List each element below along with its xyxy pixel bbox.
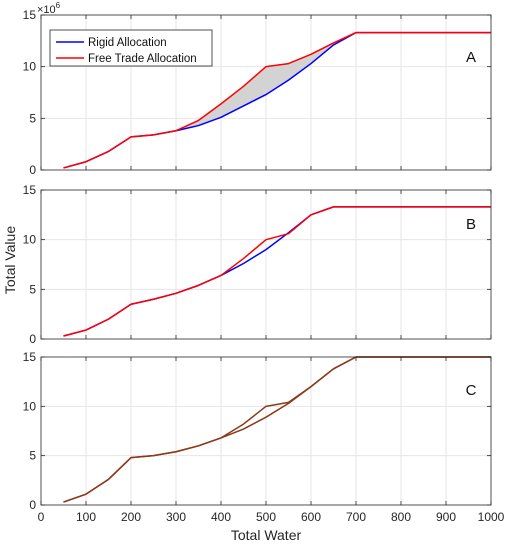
y-tick-label: 5: [29, 282, 36, 296]
legend-box: [49, 29, 213, 67]
legend-label: Free Trade Allocation: [88, 53, 197, 65]
panel-label-a: A: [466, 49, 476, 66]
panel-label-c: C: [466, 382, 477, 399]
panel-c: 0 5 10 15 0 100 200 300 400 500 600 700 800 900 1000 C: [23, 350, 505, 524]
y-tick-label: 0: [29, 163, 36, 177]
x-tick-label: 700: [346, 510, 366, 524]
x-tick-label: 800: [391, 510, 411, 524]
y-tick-label: 15: [23, 350, 37, 364]
x-tick-label: 1000: [478, 510, 505, 524]
y-tick-label: 10: [23, 60, 37, 74]
legend-label: Rigid Allocation: [88, 37, 167, 49]
panel-a: 0 5 10 15 A ×106 Rigid Allocation Free Trade Al…: [23, 1, 492, 177]
x-tick-label: 100: [76, 510, 96, 524]
x-tick-label: 900: [436, 510, 456, 524]
series-line-free-trade: [63, 31, 491, 169]
series-line-free-trade: [63, 206, 491, 337]
y-tick-label: 10: [23, 399, 37, 413]
y-axis-label: Total Value: [2, 226, 18, 294]
x-tick-label: 300: [166, 510, 186, 524]
y-tick-label: 0: [29, 332, 36, 346]
x-axis-label: Total Water: [231, 527, 302, 543]
y-tick-label: 0: [29, 498, 36, 512]
y-tick-label: 10: [23, 233, 37, 247]
x-tick-label: 600: [301, 510, 321, 524]
y-tick-label: 5: [29, 449, 36, 463]
x-tick-label: 500: [256, 510, 276, 524]
legend: Rigid Allocation Free Trade Allocation: [49, 29, 213, 67]
panel-label-b: B: [466, 216, 476, 233]
y-tick-label: 15: [23, 183, 37, 197]
x-tick-label: 400: [211, 510, 231, 524]
x-tick-label: 0: [38, 510, 45, 524]
y-multiplier-exponent: 6: [56, 1, 61, 10]
panel-b: 0 5 10 15 B: [23, 183, 492, 346]
y-multiplier-label: ×106: [37, 1, 61, 16]
y-tick-label: 5: [29, 111, 36, 125]
x-tick-label: 200: [121, 510, 141, 524]
y-tick-label: 15: [23, 8, 37, 22]
